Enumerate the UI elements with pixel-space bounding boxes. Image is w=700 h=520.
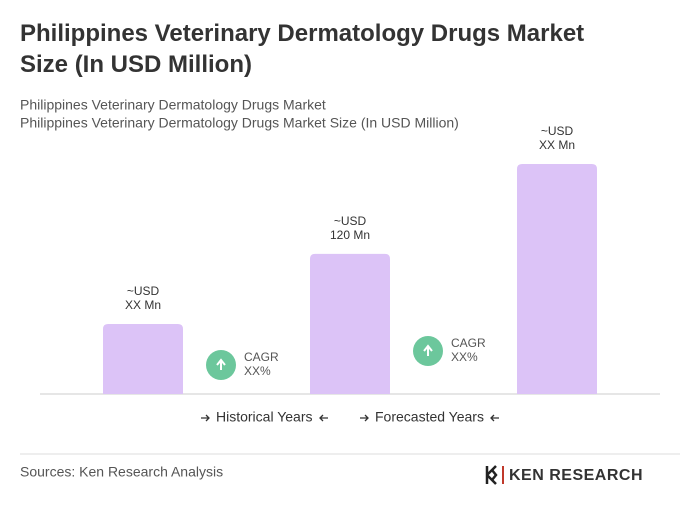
source: Sources: Ken Research Analysis: [20, 464, 223, 480]
value-label: XX Mn: [125, 298, 161, 312]
cagr-label: CAGR: [451, 336, 486, 350]
value-label: 120 Mn: [330, 228, 370, 242]
subtitle: Philippines Veterinary Dermatology Drugs…: [20, 97, 326, 113]
logo-icon: [485, 465, 498, 485]
period-arrow: [319, 414, 328, 422]
cagr-label: XX%: [451, 350, 478, 364]
period-arrow: [201, 414, 210, 422]
cagr-label: CAGR: [244, 350, 279, 364]
title-line: Philippines Veterinary Dermatology Drugs…: [20, 20, 584, 47]
period-label: Forecasted Years: [375, 409, 484, 425]
value-label: XX Mn: [539, 138, 575, 152]
value-label: ~USD: [541, 124, 574, 138]
title-line: Size (In USD Million): [20, 51, 252, 78]
cagr-arrow: [216, 358, 226, 370]
logo: KEN RESEARCH: [485, 465, 643, 485]
bar: [517, 164, 597, 394]
period-label: Historical Years: [216, 409, 313, 425]
logo-text: KEN RESEARCH: [509, 467, 643, 484]
cagr-label: XX%: [244, 364, 271, 378]
bar: [310, 253, 390, 394]
period-arrow: [360, 414, 369, 422]
value-label: ~USD: [334, 214, 367, 228]
cagr-arrow: [423, 344, 433, 356]
chart-title: Philippines Veterinary Dermatology Drugs…: [20, 20, 584, 78]
bar: [103, 323, 183, 394]
period-arrow: [490, 414, 499, 422]
subtitle: Philippines Veterinary Dermatology Drugs…: [20, 115, 459, 131]
value-label: ~USD: [127, 284, 160, 298]
